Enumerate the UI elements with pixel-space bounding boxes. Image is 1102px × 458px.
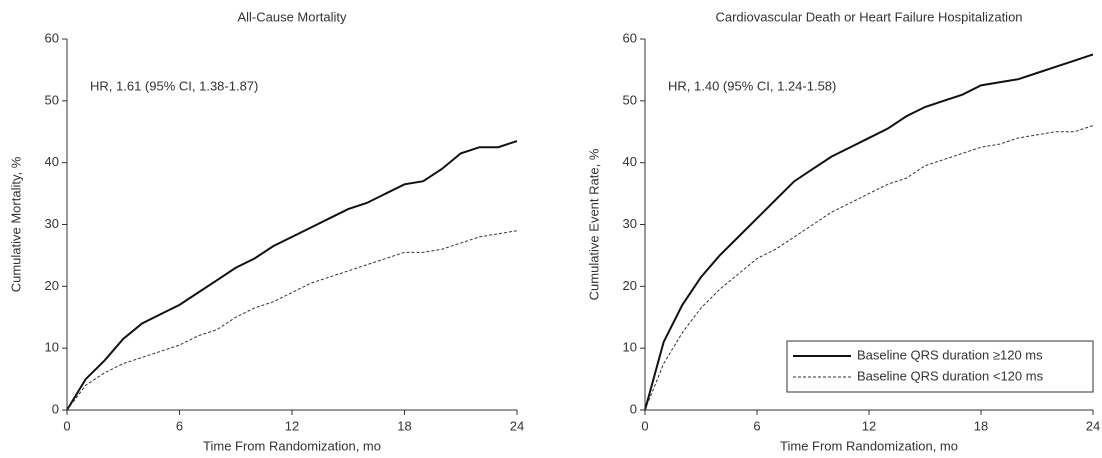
x-axis-label: Time From Randomization, mo xyxy=(203,438,381,453)
y-tick-label: 20 xyxy=(45,278,59,293)
chart-title: All-Cause Mortality xyxy=(237,9,347,24)
chart-title: Cardiovascular Death or Heart Failure Ho… xyxy=(715,9,1022,24)
panel: Cardiovascular Death or Heart Failure Ho… xyxy=(586,9,1100,453)
y-tick-label: 10 xyxy=(623,340,637,355)
x-axis-label: Time From Randomization, mo xyxy=(780,438,958,453)
km-curve xyxy=(644,53,1094,411)
legend-label: Baseline QRS duration <120 ms xyxy=(857,368,1044,383)
x-tick-label: 12 xyxy=(285,418,299,433)
x-tick-label: 6 xyxy=(176,418,183,433)
y-tick-label: 10 xyxy=(45,340,59,355)
x-tick-label: 6 xyxy=(753,418,760,433)
km-curve xyxy=(66,230,518,411)
x-tick-label: 0 xyxy=(63,418,70,433)
y-tick-label: 60 xyxy=(45,30,59,45)
x-tick-label: 18 xyxy=(397,418,411,433)
panel: All-Cause Mortality Time From Randomizati… xyxy=(8,9,524,453)
x-tick-label: 0 xyxy=(641,418,648,433)
y-tick-label: 30 xyxy=(45,216,59,231)
y-tick-label: 40 xyxy=(623,154,637,169)
y-tick-label: 30 xyxy=(623,216,637,231)
y-axis-label: Cumulative Event Rate, % xyxy=(586,148,601,300)
y-tick-label: 40 xyxy=(45,154,59,169)
km-curve xyxy=(66,140,518,411)
y-tick-label: 60 xyxy=(623,30,637,45)
legend: Baseline QRS duration ≥120 ms Baseline QR… xyxy=(786,340,1094,393)
km-curve xyxy=(644,125,1094,411)
y-tick-label: 50 xyxy=(623,92,637,107)
y-tick-label: 50 xyxy=(45,92,59,107)
x-tick-label: 12 xyxy=(862,418,876,433)
y-tick-label: 0 xyxy=(630,401,637,416)
x-tick-label: 18 xyxy=(974,418,988,433)
x-tick-label: 24 xyxy=(510,418,524,433)
y-tick-label: 0 xyxy=(52,401,59,416)
legend-box xyxy=(786,340,1094,393)
annotation: HR, 1.61 (95% CI, 1.38-1.87) xyxy=(90,78,258,93)
y-axis-label: Cumulative Mortality, % xyxy=(8,156,23,292)
annotation: HR, 1.40 (95% CI, 1.24-1.58) xyxy=(668,78,836,93)
x-tick-label: 24 xyxy=(1086,418,1100,433)
legend-label: Baseline QRS duration ≥120 ms xyxy=(857,347,1043,362)
y-tick-label: 20 xyxy=(623,278,637,293)
